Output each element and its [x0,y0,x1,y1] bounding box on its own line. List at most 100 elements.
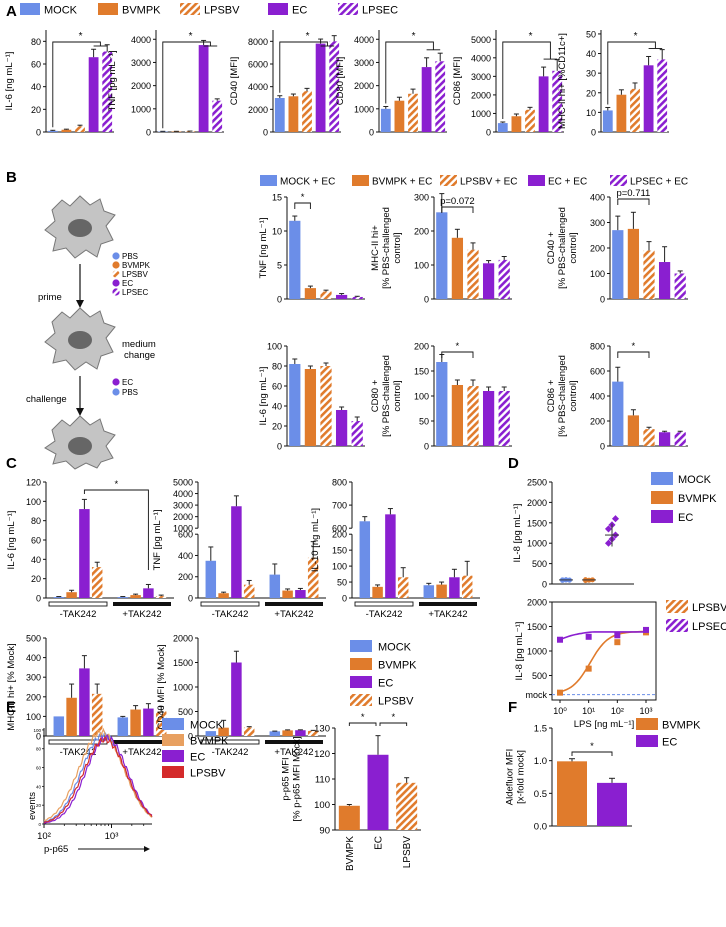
y-axis-label-line: MHC-II hi+ [% Mock] [6,643,17,730]
group-bar-minus [200,601,260,607]
y-axis-label-line: IL-6 [ng mL⁻¹] [6,511,17,570]
legend-swatch-ec [636,735,658,747]
bar-mock [117,717,129,736]
bar-lpsbv [467,386,479,446]
bar-lpsbv [461,575,473,598]
bar-bvmpk [218,593,229,598]
y-tick-label: 0 [542,580,547,590]
y-axis-label-line: IL-10 [ng mL⁻¹] [310,508,321,572]
group-bar-plus [419,602,477,606]
significance-label: p=0.711 [616,188,650,199]
y-tick-label: 300 [26,673,41,683]
y-axis-label: TNF [pg mL⁻¹] [152,510,163,571]
bar-bvmpk [304,288,317,299]
bar-ec [658,262,671,299]
y-tick-label: 100 [414,261,429,271]
bar-mock [602,110,613,132]
bar-ec [538,76,549,132]
y-tick-label: 20 [31,574,41,584]
y-tick-label: 2500 [527,478,547,488]
legend-label-mock: MOCK [678,474,712,486]
bar-lpsbv [408,93,418,132]
significance-bracket [385,41,434,104]
y-tick-label: 0.0 [534,822,547,833]
y-axis-label: MHC-II hi+ [%CD11c+] [557,33,568,129]
bar-mock [269,731,281,736]
y-tick-label: 40 [31,82,41,92]
bar-bvmpk [557,761,587,826]
y-axis-label-line: [% p-p65 MFI Mock] [292,737,303,822]
y-tick-label: 500 [532,559,547,569]
bar-bvmpk [304,369,317,446]
prime-item-lpsbv: LPSBV [122,270,148,279]
group-label-plus: +TAK242 [122,747,161,758]
prime-dot-bvmpk [112,261,120,269]
y-tick-label: 100 [414,392,429,402]
y-axis-label: TNF [ng mL⁻¹] [258,218,269,279]
bar-bvmpk [282,590,293,598]
y-tick-label: 90 [319,826,330,837]
significance-label: * [634,31,638,42]
legend-swatch-lpsbv [666,600,688,613]
bar-mock [53,716,65,736]
x-axis-arrowhead [144,846,150,852]
y-axis-label-line: control] [392,232,403,263]
bar-ec [597,782,627,826]
bar-ec [231,662,242,736]
data-point-lpsbv [614,639,621,646]
bar-bvmpk [130,595,141,598]
y-tick-label: 600 [590,367,605,377]
y-tick-label: 5000 [173,478,193,488]
y-tick-label: 100 [26,712,41,722]
y-axis-label-line: CD80 + [370,379,381,412]
legend-label-bvmpk: BVMPK [122,5,161,17]
y-tick-label: 120 [26,478,41,488]
bar-bvmpk [627,415,640,446]
y-tick-label: 60 [36,766,42,771]
y-tick-label: 120 [314,749,330,760]
legend-label-lpsbv: LPSBV [378,696,414,708]
y-axis-label: p-p65 MFI[% p-p65 MFI Mock] [281,737,303,822]
x-axis-label: LPS [ng mL⁻¹] [574,719,634,730]
group-bar-minus [354,601,414,607]
bar-ec [295,590,306,598]
legend-swatch-lpsec [610,175,627,186]
bar-ec [143,708,154,736]
panel-c: 0 20 40 60 80 100 120 -TAK242 +TAK242 IL-6 [ng mL… [6,478,480,758]
legend-swatch-bvmpk [350,658,372,670]
x-tick-label: 10² [611,706,624,716]
legend-swatch-lpsec [338,3,358,15]
bar-lpsbv [307,730,319,736]
bar-ec [295,730,306,736]
y-axis-label-line: [% PBS-challenged [381,207,392,289]
y-tick-label: 30 [586,69,596,79]
legend-label-mock: MOCK [378,642,412,654]
y-tick-label: 2000 [527,498,547,508]
significance-bracket [617,351,650,358]
y-tick-label: 500 [178,707,193,717]
data-point-ec [604,539,613,547]
y-tick-label: 800 [332,478,347,488]
prime-item-lpsec: LPSEC [122,288,148,297]
bar-bvmpk [338,805,360,830]
y-tick-label: 0 [369,128,374,138]
bar-mock [274,98,285,132]
y-tick-label: 1000 [173,524,193,534]
bar-lpsbv [643,429,655,446]
y-tick-label: 0 [591,128,596,138]
y-tick-label: 100 [26,497,41,507]
y-axis-label: IL-10 [ng mL⁻¹] [310,508,321,572]
bar-lpsbv [243,584,255,598]
y-axis-label-line: p-p65 MFI [281,757,292,800]
significance-bracket [441,206,474,213]
significance-bracket [379,722,408,726]
panel-label-b: B [6,169,17,186]
bar-ec [198,45,209,133]
legend-label-ec: EC [378,678,393,690]
bar-lpsbv [185,131,195,132]
bar-bvmpk [218,727,229,736]
y-tick-label: 6000 [248,60,268,70]
bar-bvmpk [616,94,627,132]
